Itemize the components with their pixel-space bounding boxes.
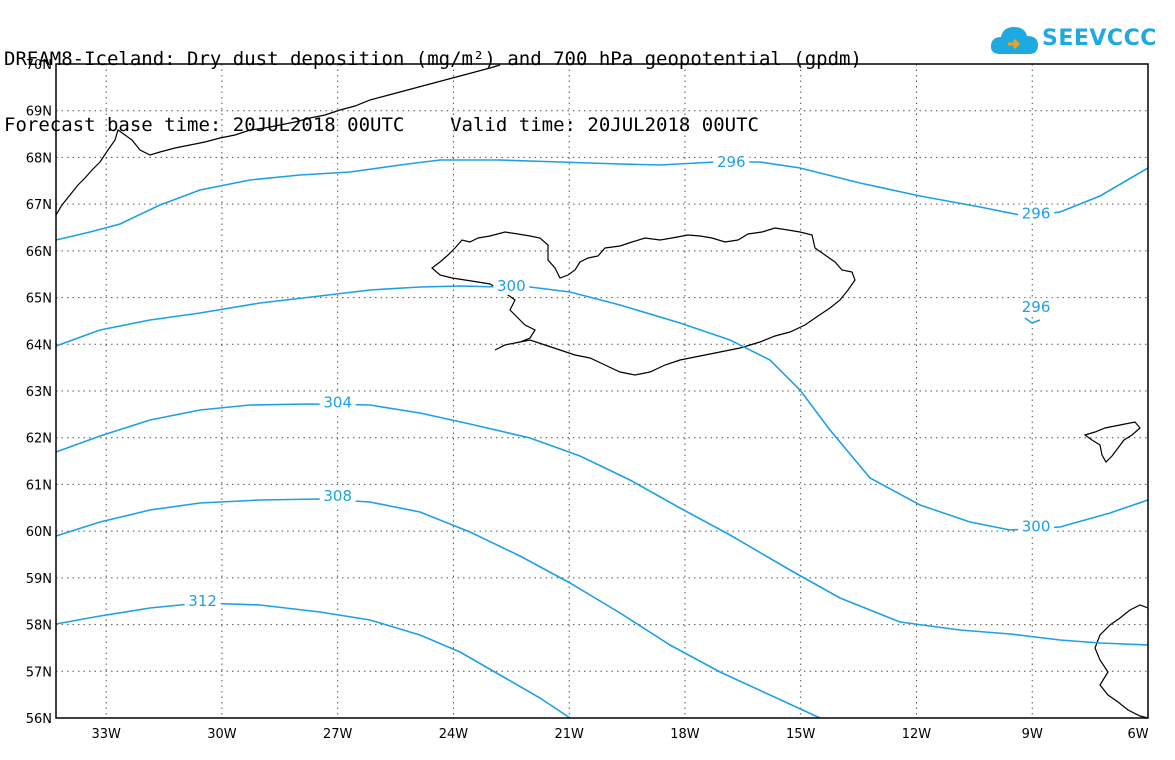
contour-label-bg bbox=[319, 393, 356, 412]
lat-tick-label: 58N bbox=[26, 619, 52, 634]
grid-lines bbox=[56, 63, 1149, 719]
latitude-labels: 70N 69N 68N 67N 66N 65N 64N 63N 62N 61N 60N 59N 58N 5… bbox=[26, 58, 52, 727]
longitude-labels: 33W 30W 27W 24W 21W 18W 15W 12W 9W 6W bbox=[91, 727, 1148, 742]
lon-tick-label: 12W bbox=[902, 727, 932, 742]
lat-tick-label: 56N bbox=[26, 712, 52, 727]
lon-tick-label: 21W bbox=[554, 727, 584, 742]
lat-tick-label: 65N bbox=[26, 292, 52, 307]
contour-304 bbox=[55, 403, 1149, 646]
contour-label-bg bbox=[1018, 517, 1055, 536]
contour-296 bbox=[55, 159, 1149, 241]
lon-tick-label: 18W bbox=[670, 727, 700, 742]
contour-label: 296 bbox=[1022, 298, 1051, 316]
contour-label-bg bbox=[1018, 204, 1055, 223]
lat-tick-label: 67N bbox=[26, 198, 52, 213]
seevccc-logo: SEEVCCC bbox=[990, 20, 1156, 60]
lat-tick-label: 57N bbox=[26, 665, 52, 680]
lat-tick-label: 63N bbox=[26, 385, 52, 400]
lat-tick-label: 59N bbox=[26, 572, 52, 587]
lat-tick-label: 68N bbox=[26, 151, 52, 166]
cloud-icon bbox=[990, 27, 1038, 54]
contour-label-bg bbox=[713, 153, 750, 172]
contour-300 bbox=[55, 285, 1149, 531]
contour-label-bg bbox=[1018, 297, 1055, 316]
logo-text: SEEVCCC bbox=[1042, 26, 1157, 51]
lat-tick-label: 62N bbox=[26, 432, 52, 447]
contour-label-bg bbox=[493, 276, 530, 295]
lat-tick-label: 69N bbox=[26, 105, 52, 120]
contour-label-bg bbox=[319, 487, 356, 506]
contour-label: 300 bbox=[1022, 517, 1051, 535]
geopotential-contours bbox=[55, 159, 1149, 719]
lon-tick-label: 15W bbox=[786, 727, 816, 742]
contour-296-small bbox=[1024, 317, 1041, 324]
greenland-coast bbox=[55, 64, 501, 216]
lon-tick-label: 33W bbox=[91, 727, 121, 742]
plot-frame bbox=[55, 63, 1149, 719]
contour-label: 312 bbox=[188, 592, 217, 610]
iceland-coast bbox=[431, 227, 856, 376]
contour-label: 300 bbox=[497, 277, 526, 295]
contour-label: 296 bbox=[1022, 204, 1051, 222]
contour-label-group: 296 296 296 300 300 304 308 312 bbox=[184, 153, 1055, 611]
lon-tick-label: 6W bbox=[1127, 727, 1148, 742]
title-line-2: Forecast base time: 20JUL2018 00UTC Vali… bbox=[4, 114, 759, 136]
lat-tick-label: 66N bbox=[26, 245, 52, 260]
lat-tick-label: 64N bbox=[26, 338, 52, 353]
faroe-coast bbox=[1083, 421, 1141, 463]
lon-tick-label: 27W bbox=[323, 727, 353, 742]
lon-tick-label: 30W bbox=[207, 727, 237, 742]
contour-label: 296 bbox=[717, 153, 746, 171]
contour-label: 304 bbox=[323, 394, 352, 412]
scotland-coast bbox=[1094, 604, 1149, 719]
contour-312 bbox=[55, 602, 571, 719]
contour-label: 308 bbox=[323, 487, 352, 505]
coastlines bbox=[55, 64, 1149, 719]
contour-308 bbox=[55, 498, 821, 719]
lat-tick-label: 60N bbox=[26, 525, 52, 540]
lon-tick-label: 9W bbox=[1022, 727, 1043, 742]
contour-label-bg bbox=[184, 592, 221, 611]
lon-tick-label: 24W bbox=[439, 727, 469, 742]
lat-tick-label: 61N bbox=[26, 478, 52, 493]
lat-tick-label: 70N bbox=[26, 58, 52, 73]
